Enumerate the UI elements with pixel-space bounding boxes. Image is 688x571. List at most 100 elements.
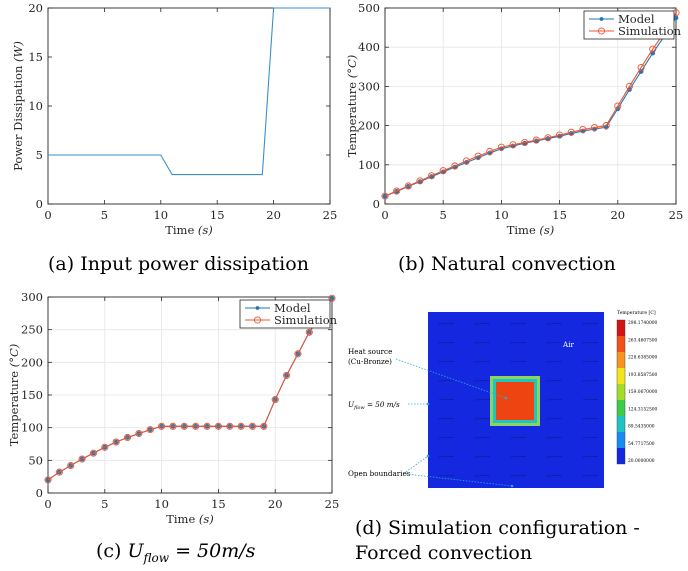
- simulation-point: [67, 462, 75, 470]
- legend-label-model: Model: [274, 301, 311, 315]
- flow-arrow: [581, 380, 599, 382]
- colorbar-tick-label: 159.0670000: [628, 390, 658, 395]
- colorbar-segment: [617, 432, 625, 448]
- flow-arrow: [581, 475, 599, 477]
- flow-arrow: [473, 323, 491, 325]
- y-tick-label: 100: [21, 421, 43, 435]
- flow-arrow: [545, 361, 563, 363]
- caption-d-line2: Forced convection: [355, 542, 533, 564]
- x-axis-unit: (s): [199, 512, 214, 526]
- heat-source-core: [496, 382, 534, 420]
- flow-arrow: [437, 342, 455, 344]
- series-line-power: [48, 7, 330, 176]
- y-axis-label: Temperature (°C): [7, 344, 21, 447]
- flow-arrow: [473, 361, 491, 363]
- label-air: Air: [562, 340, 574, 349]
- y-tick-label: 200: [21, 355, 43, 369]
- y-tick-label: 100: [358, 158, 380, 172]
- flow-arrow: [437, 399, 455, 401]
- label-flow-value: = 50 m/s: [365, 400, 400, 409]
- flow-arrow: [545, 399, 563, 401]
- simulation-point: [556, 131, 564, 139]
- flow-arrow: [545, 475, 563, 477]
- colorbar-segment: [617, 448, 625, 464]
- flow-arrow: [581, 342, 599, 344]
- colorbar-tick-label: 20.0000000: [628, 459, 655, 464]
- legend-marker-simulation: [253, 316, 262, 324]
- flow-arrow: [581, 323, 599, 325]
- x-tick-label: 0: [44, 208, 51, 222]
- simulation-point: [55, 468, 63, 476]
- flow-arrow: [437, 475, 455, 477]
- y-tick-label: 300: [21, 290, 43, 304]
- colorbar-tick-label: 89.5435000: [628, 425, 655, 430]
- colorbar-segment: [617, 384, 625, 400]
- y-tick-label: 300: [358, 79, 380, 93]
- flow-arrow: [545, 323, 563, 325]
- x-tick-label: 15: [210, 208, 225, 222]
- simulation-point: [532, 136, 540, 144]
- series-line-model: [384, 17, 677, 197]
- colorbar-segment: [617, 336, 625, 352]
- y-tick-label: 150: [21, 388, 43, 402]
- flow-arrow: [545, 342, 563, 344]
- flow-arrow: [473, 418, 491, 420]
- legend-marker-simulation: [597, 27, 606, 35]
- flow-arrow: [509, 437, 527, 439]
- simulation-point: [192, 422, 200, 430]
- colorbar-segment: [617, 320, 625, 336]
- x-tick-label: 25: [323, 208, 338, 222]
- y-tick-label: 400: [358, 40, 380, 54]
- caption-b: (b) Natural convection: [398, 253, 616, 275]
- colorbar-tick-label: 193.8587500: [628, 373, 658, 378]
- flow-arrow: [545, 418, 563, 420]
- simulation-point: [135, 429, 143, 438]
- caption-c-value: = 50m/s: [175, 540, 256, 562]
- simulation-point: [169, 422, 177, 430]
- legend-marker-model: [255, 306, 260, 310]
- simulation-point: [328, 294, 336, 302]
- leader-dot: [426, 454, 430, 458]
- y-axis-unit: (°C): [345, 55, 359, 79]
- simulation-point: [260, 422, 268, 430]
- y-tick-label: 5: [36, 148, 43, 162]
- series-line-simulation: [47, 298, 333, 481]
- x-tick-label: 0: [44, 497, 51, 511]
- simulation-point: [283, 371, 291, 379]
- x-tick-label: 5: [440, 208, 447, 222]
- leader-boundary-left: [405, 455, 429, 473]
- y-axis-label: Temperature (°C): [345, 55, 359, 158]
- simulation-point: [180, 422, 188, 430]
- label-flow-var: Uflow = 50 m/s: [348, 400, 400, 411]
- simulation-point: [428, 172, 436, 180]
- colorbar-frame: [616, 319, 626, 465]
- series-line-simulation: [384, 12, 677, 197]
- simulation-point: [237, 422, 245, 430]
- legend-label-model: Model: [618, 12, 655, 26]
- x-tick-label: 25: [669, 208, 684, 222]
- flow-arrow: [581, 418, 599, 420]
- simulation-point: [203, 422, 211, 430]
- x-tick-label: 5: [101, 208, 108, 222]
- x-axis-label: Time (s): [165, 223, 213, 237]
- flow-arrow: [545, 437, 563, 439]
- flow-arrow: [509, 342, 527, 344]
- y-tick-label: 500: [358, 1, 380, 15]
- legend-box: [583, 10, 675, 40]
- simulation-point: [602, 122, 610, 130]
- x-axis-label: Time (s): [166, 512, 214, 526]
- legend-marker-model: [599, 17, 604, 21]
- flow-arrow: [509, 361, 527, 363]
- legend-label-simulation: Simulation: [274, 313, 338, 327]
- leader-heat-source: [395, 358, 507, 399]
- label-cu-bronze: (Cu-Bronze): [348, 357, 392, 366]
- simulation-point: [590, 124, 599, 132]
- x-tick-label: 15: [552, 208, 567, 222]
- colorbar-title: Temperature [C]: [617, 310, 656, 316]
- y-axis-unit: (°C): [7, 344, 21, 368]
- x-tick-label: 20: [610, 208, 625, 222]
- simulation-point: [521, 138, 529, 147]
- flow-arrow: [473, 456, 491, 458]
- caption-d-line1: (d) Simulation configuration -: [355, 517, 640, 539]
